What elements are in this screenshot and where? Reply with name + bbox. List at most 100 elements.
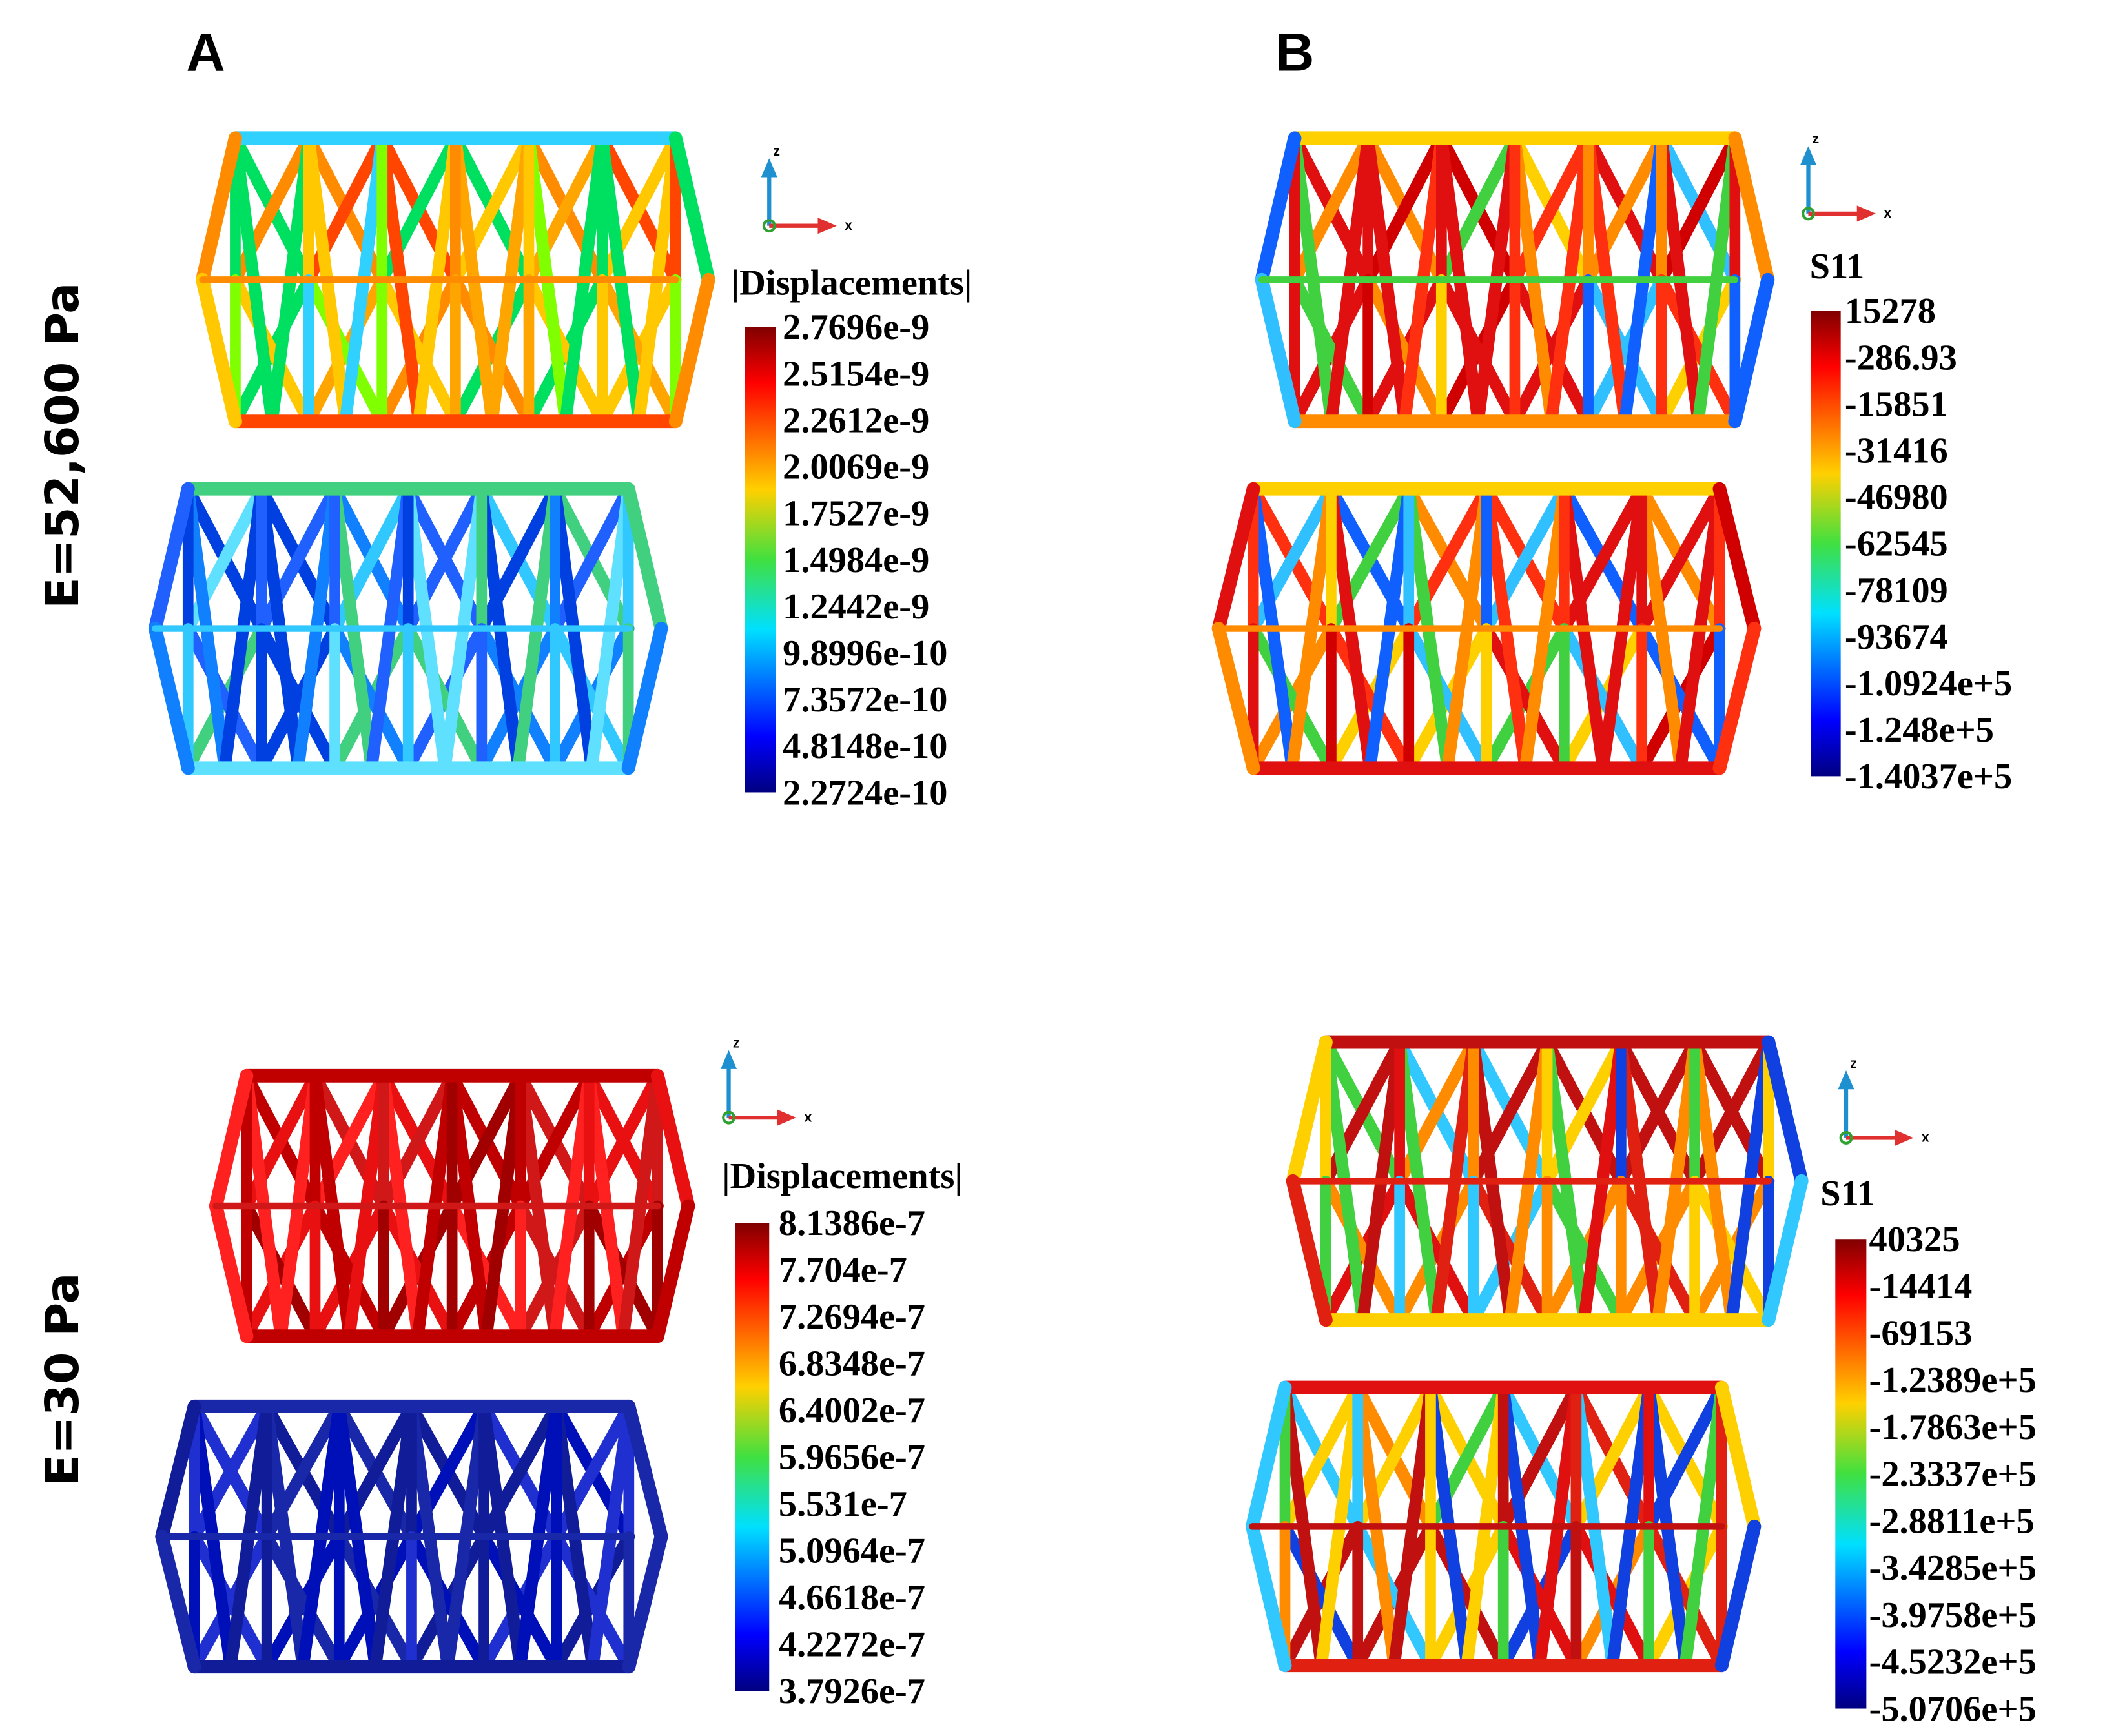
strut <box>240 1200 322 1343</box>
legend-value: -15851 <box>1845 384 1948 424</box>
triad-arrow <box>1800 146 1817 165</box>
strut <box>302 273 389 428</box>
strut <box>181 622 268 775</box>
axis-label: z <box>774 144 780 159</box>
legend-value: 9.8996e-10 <box>783 633 947 673</box>
strut <box>621 482 668 635</box>
strut <box>582 1200 664 1343</box>
legend-value: 8.1386e-7 <box>779 1203 925 1243</box>
strut <box>148 622 195 775</box>
legend-title: S11 <box>1820 1174 1875 1214</box>
triad-arrow <box>1895 1129 1914 1147</box>
strut <box>446 1200 527 1343</box>
axis-label: x <box>845 218 852 233</box>
strut <box>622 1399 668 1544</box>
legend-value: -2.8811e+5 <box>1869 1501 2035 1541</box>
triad-arrow <box>721 1050 737 1069</box>
legend-value: 4.2272e-7 <box>779 1625 925 1665</box>
legend-value: 4.6618e-7 <box>779 1578 925 1618</box>
strut <box>402 622 488 775</box>
legend-value: -1.4037e+5 <box>1845 757 2012 797</box>
legend-value: -1.0924e+5 <box>1845 664 2012 704</box>
legend-value: -1.7863e+5 <box>1869 1407 2037 1447</box>
legend-value: 2.2612e-9 <box>783 400 929 440</box>
strut <box>209 1199 254 1343</box>
legend-value: 2.7696e-9 <box>783 307 929 347</box>
legend-value: -286.93 <box>1845 338 1957 378</box>
strut <box>1435 273 1521 428</box>
strut <box>1424 1520 1510 1672</box>
strut <box>449 273 535 428</box>
strut <box>1325 622 1415 775</box>
strut <box>1255 272 1302 429</box>
strut <box>1255 131 1302 287</box>
strut <box>668 131 715 287</box>
legend-value: -46980 <box>1845 478 1948 518</box>
strut <box>1467 1174 1554 1327</box>
strut <box>1247 622 1337 775</box>
legend-value: -5.0706e+5 <box>1869 1689 2037 1729</box>
legend-value: -1.2389e+5 <box>1869 1360 2037 1400</box>
legend-value: 2.5154e-9 <box>783 354 929 394</box>
axis-label: x <box>805 1110 812 1125</box>
legend-value: 3.7926e-7 <box>779 1671 925 1711</box>
strut <box>1211 622 1260 775</box>
legend-value: 15278 <box>1845 291 1936 331</box>
legend-value: 40325 <box>1869 1220 1960 1260</box>
legend-value: 1.7527e-9 <box>783 494 929 534</box>
legend-value: 5.531e-7 <box>779 1484 907 1524</box>
legend-value: 4.8148e-10 <box>783 726 947 766</box>
legend-value: -4.5232e+5 <box>1869 1642 2037 1682</box>
strut <box>155 1529 201 1674</box>
strut <box>550 1530 635 1673</box>
colorbar <box>745 327 776 793</box>
strut <box>1714 1380 1762 1533</box>
strut <box>1393 1174 1480 1327</box>
strut <box>196 131 242 287</box>
legend-value: 2.0069e-9 <box>783 447 929 487</box>
strut <box>1636 622 1726 775</box>
strut <box>1557 622 1649 775</box>
legend-value: 1.2442e-9 <box>783 587 929 627</box>
legend-title: |Displacements| <box>722 1156 963 1196</box>
strut <box>1286 1035 1333 1188</box>
strut <box>549 622 635 775</box>
legend-value: -3.9758e+5 <box>1869 1595 2037 1635</box>
strut <box>1286 1174 1333 1327</box>
strut <box>478 1530 563 1673</box>
strut <box>1362 273 1448 428</box>
strut <box>1245 1519 1292 1673</box>
strut <box>1319 1174 1406 1327</box>
legend-value: 7.704e-7 <box>779 1250 907 1290</box>
strut <box>1712 622 1762 775</box>
strut <box>1245 1380 1292 1533</box>
strut <box>1541 1174 1627 1327</box>
triad-arrow <box>761 158 777 178</box>
strut <box>1288 273 1375 428</box>
strut <box>1570 1520 1656 1672</box>
strut <box>596 273 682 428</box>
legend-value: -31416 <box>1845 431 1948 471</box>
strut <box>650 1068 695 1213</box>
legend-value: 6.8348e-7 <box>779 1344 925 1384</box>
legend-value: -78109 <box>1845 571 1948 611</box>
strut <box>333 1530 418 1673</box>
axis-label: x <box>1884 206 1892 221</box>
strut <box>260 1530 345 1673</box>
strut <box>650 1199 695 1343</box>
legend-value: 5.9656e-7 <box>779 1438 925 1478</box>
legend-value: -62545 <box>1845 524 1948 564</box>
strut <box>155 1399 201 1544</box>
legend-value: 7.3572e-10 <box>783 680 947 720</box>
colorbar <box>1835 1239 1867 1709</box>
colorbar <box>735 1223 770 1691</box>
triad-arrow <box>1838 1070 1854 1090</box>
strut <box>209 1068 254 1213</box>
strut <box>1480 622 1570 775</box>
legend-value: 5.0964e-7 <box>779 1531 925 1571</box>
axis-label: x <box>1922 1130 1929 1145</box>
strut <box>196 272 242 429</box>
strut <box>1614 1174 1701 1327</box>
strut <box>309 1200 390 1343</box>
